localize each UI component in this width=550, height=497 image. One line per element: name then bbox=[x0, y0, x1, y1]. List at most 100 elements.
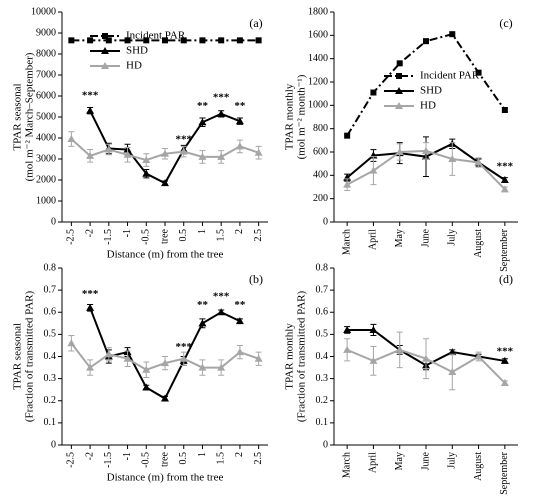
marker bbox=[235, 348, 244, 356]
marker bbox=[254, 148, 263, 156]
y-tick-label: 2000 bbox=[36, 174, 56, 185]
x-tick-label: June bbox=[420, 228, 431, 247]
series bbox=[86, 106, 244, 187]
x-tick-label: July bbox=[447, 229, 458, 246]
x-axis-label: Distance (m) from the tree bbox=[107, 249, 224, 261]
marker bbox=[142, 383, 151, 391]
y-tick-label: 0.7 bbox=[316, 284, 329, 295]
x-tick-label: -0.5 bbox=[141, 229, 152, 245]
y-tick-label: 0.1 bbox=[316, 417, 329, 428]
series bbox=[343, 142, 509, 193]
x-tick-label: -1 bbox=[122, 452, 133, 460]
y-tick-label: 0 bbox=[323, 216, 328, 227]
marker bbox=[474, 352, 483, 360]
x-tick-label: August bbox=[473, 452, 484, 481]
marker bbox=[143, 37, 150, 44]
y-tick-label: 1200 bbox=[308, 76, 328, 87]
annotation: *** bbox=[175, 134, 192, 146]
y-tick-label: 0 bbox=[51, 439, 56, 450]
x-tick-label: 2.5 bbox=[253, 452, 264, 465]
marker bbox=[142, 156, 151, 164]
marker bbox=[124, 37, 131, 44]
y-tick-label: 0.7 bbox=[44, 284, 57, 295]
marker bbox=[370, 89, 377, 96]
annotation: *** bbox=[497, 346, 514, 358]
series bbox=[343, 331, 509, 391]
marker bbox=[475, 69, 482, 76]
y-tick-label: 800 bbox=[313, 123, 328, 134]
x-tick-label: 1 bbox=[197, 229, 208, 234]
y-tick-label: 600 bbox=[313, 146, 328, 157]
marker bbox=[395, 102, 403, 109]
series bbox=[68, 37, 262, 44]
x-tick-label: May bbox=[394, 452, 405, 470]
marker bbox=[217, 363, 226, 371]
y-tick-label: 0.5 bbox=[44, 329, 57, 340]
marker bbox=[422, 146, 430, 154]
y-tick-label: 4000 bbox=[36, 132, 56, 143]
marker bbox=[123, 354, 132, 362]
marker bbox=[449, 31, 456, 38]
y-axis-label: TPAR monthly bbox=[284, 83, 296, 150]
legend-label: SHD bbox=[126, 45, 148, 57]
marker bbox=[161, 179, 169, 187]
y-axis-label: (Fraction of transmitted PAR) bbox=[296, 291, 308, 423]
y-tick-label: 0 bbox=[51, 216, 56, 227]
marker bbox=[254, 354, 263, 362]
marker bbox=[369, 356, 378, 364]
x-tick-label: tree bbox=[159, 451, 170, 467]
x-axis-label: Distance (m) from the tree bbox=[107, 472, 224, 484]
x-tick-label: -0.5 bbox=[141, 452, 152, 468]
marker bbox=[198, 319, 207, 327]
y-tick-label: 9000 bbox=[36, 27, 56, 38]
marker bbox=[217, 308, 226, 316]
y-tick-label: 0.1 bbox=[44, 417, 57, 428]
marker bbox=[343, 345, 352, 353]
y-tick-label: 0.5 bbox=[316, 329, 329, 340]
marker bbox=[236, 37, 243, 44]
marker bbox=[86, 151, 95, 159]
marker bbox=[395, 345, 404, 353]
marker bbox=[235, 142, 244, 150]
marker bbox=[86, 303, 95, 311]
marker bbox=[67, 339, 76, 347]
y-tick-label: 10000 bbox=[31, 6, 56, 17]
marker bbox=[101, 62, 109, 69]
series bbox=[67, 334, 263, 379]
y-tick-label: 0.8 bbox=[316, 262, 329, 273]
y-axis-label: (mol m⁻² March–September) bbox=[24, 52, 36, 181]
series bbox=[67, 131, 263, 167]
x-tick-label: August bbox=[473, 229, 484, 258]
y-tick-label: 0.3 bbox=[44, 373, 57, 384]
x-tick-label: 1 bbox=[197, 452, 208, 457]
x-tick-label: March bbox=[341, 229, 352, 255]
x-tick-label: September bbox=[499, 451, 510, 494]
x-tick-label: tree bbox=[159, 228, 170, 244]
y-axis-label: TPAR monthly bbox=[284, 323, 296, 390]
marker bbox=[423, 38, 429, 45]
series bbox=[344, 31, 508, 139]
y-tick-label: 0.4 bbox=[316, 351, 329, 362]
marker bbox=[179, 147, 188, 155]
marker bbox=[161, 359, 169, 367]
y-tick-label: 6000 bbox=[36, 90, 56, 101]
y-tick-label: 8000 bbox=[36, 48, 56, 59]
x-tick-label: July bbox=[447, 452, 458, 469]
x-tick-label: -2.5 bbox=[66, 452, 77, 468]
y-tick-label: 0.2 bbox=[44, 395, 57, 406]
marker bbox=[448, 155, 457, 162]
marker bbox=[87, 37, 94, 44]
annotation: *** bbox=[213, 290, 230, 302]
marker bbox=[199, 37, 206, 44]
marker bbox=[86, 106, 95, 114]
y-tick-label: 0 bbox=[323, 439, 328, 450]
panel-label: (a) bbox=[249, 16, 262, 30]
x-tick-label: -2.5 bbox=[66, 229, 77, 245]
marker bbox=[198, 363, 207, 371]
y-tick-label: 1800 bbox=[308, 6, 328, 17]
marker bbox=[179, 354, 188, 362]
y-tick-label: 1000 bbox=[308, 100, 328, 111]
y-tick-label: 3000 bbox=[36, 153, 56, 164]
legend-label: Incident PAR bbox=[126, 30, 186, 42]
marker bbox=[343, 180, 352, 188]
